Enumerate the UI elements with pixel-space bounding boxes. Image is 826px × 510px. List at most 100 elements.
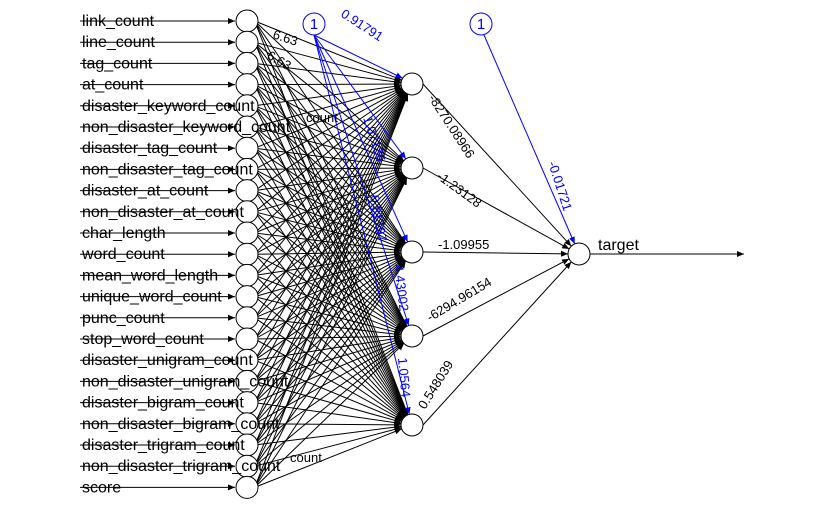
input-hidden-edge xyxy=(254,211,406,417)
bias-hidden-edge xyxy=(313,34,410,326)
output-weight-label: -1.09955 xyxy=(438,237,489,252)
input-hidden-edge xyxy=(254,176,407,403)
input-node xyxy=(235,475,259,499)
bias-hidden-edge xyxy=(313,34,411,415)
output-weight-label: -1.23128 xyxy=(434,168,484,210)
input-label: line_count xyxy=(82,34,156,51)
input-node xyxy=(235,51,259,75)
input-hidden-edge xyxy=(254,41,406,244)
input-node xyxy=(235,306,259,330)
input-hidden-edge xyxy=(254,84,405,245)
bias-hidden-edge xyxy=(313,34,407,160)
input-hidden-edge xyxy=(254,41,402,83)
input-hidden-edge xyxy=(254,20,408,327)
input-hidden-edge xyxy=(254,260,406,467)
bias-weight-label: 0.91791 xyxy=(338,6,386,44)
hidden-node xyxy=(400,240,424,264)
output-node xyxy=(567,242,591,266)
input-hidden-edge xyxy=(254,340,403,425)
input-node xyxy=(235,221,259,245)
hidden-output-edge xyxy=(422,167,570,250)
input-hidden-edge xyxy=(254,342,404,467)
hidden-node xyxy=(400,413,424,437)
bias-output-edge xyxy=(483,34,576,245)
hidden-output-edge xyxy=(422,261,572,426)
input-label: disaster_trigram_count xyxy=(82,437,245,454)
input-label: non_disaster_bigram_count xyxy=(82,416,280,433)
input-label: punc_count xyxy=(82,310,165,327)
input-hidden-edge xyxy=(254,174,404,297)
input-hidden-edge xyxy=(254,89,404,192)
input-hidden-edge xyxy=(254,176,406,361)
input-label: non_disaster_keyword_count xyxy=(82,119,291,136)
input-hidden-edge xyxy=(254,91,405,234)
input-hidden-edge xyxy=(254,190,405,330)
input-hidden-edge xyxy=(254,20,402,81)
hidden-node xyxy=(400,72,424,96)
input-weight-label: count xyxy=(290,450,322,465)
input-label: disaster_keyword_count xyxy=(82,98,255,115)
input-hidden-edge xyxy=(254,169,402,213)
output-label: target xyxy=(598,237,639,254)
input-label: stop_word_count xyxy=(82,331,204,348)
input-hidden-edge xyxy=(254,232,406,417)
input-hidden-edge xyxy=(254,92,407,319)
input-hidden-edge xyxy=(254,84,403,164)
input-hidden-edge xyxy=(254,93,408,446)
input-hidden-edge xyxy=(254,173,404,276)
input-hidden-edge xyxy=(254,428,402,488)
input-hidden-edge xyxy=(254,126,404,246)
bias-hidden-edge xyxy=(313,34,409,243)
input-hidden-edge xyxy=(254,335,402,361)
input-hidden-edge xyxy=(254,175,405,319)
input-node xyxy=(235,285,259,309)
input-hidden-edge xyxy=(254,41,408,327)
input-hidden-edge xyxy=(254,88,403,170)
input-hidden-edge xyxy=(254,62,403,163)
input-hidden-edge xyxy=(254,63,407,327)
input-hidden-edge xyxy=(254,339,402,404)
input-node xyxy=(235,9,259,33)
input-label: at_count xyxy=(82,77,144,94)
nodes-layer xyxy=(235,9,591,499)
hidden-output-edge xyxy=(422,250,569,257)
input-hidden-edge xyxy=(254,177,407,446)
hidden-node xyxy=(400,156,424,180)
input-hidden-edge xyxy=(254,93,409,467)
input-hidden-edge xyxy=(254,175,405,340)
input-label: link_count xyxy=(82,13,155,30)
bias-hidden-edge xyxy=(313,34,403,79)
input-hidden-edge xyxy=(254,211,404,330)
input-node xyxy=(235,179,259,203)
input-hidden-edge xyxy=(254,424,402,446)
input-node xyxy=(235,327,259,351)
input-label: disaster_at_count xyxy=(82,183,209,200)
input-label: char_length xyxy=(82,225,166,242)
bias-node-label: 1 xyxy=(310,16,318,33)
input-hidden-edge xyxy=(254,177,408,467)
input-hidden-edge xyxy=(254,92,407,340)
bias-weight-label: 1.0564 xyxy=(395,357,413,398)
input-hidden-edge xyxy=(254,341,404,446)
input-label: word_count xyxy=(81,246,165,263)
input-label: score xyxy=(82,479,121,496)
input-label: disaster_bigram_count xyxy=(82,395,244,412)
output-weight-label: -8270.08966 xyxy=(425,91,477,160)
hidden-output-edge xyxy=(422,258,570,337)
input-hidden-edge xyxy=(254,90,404,213)
input-hidden-edge xyxy=(254,87,402,149)
input-node xyxy=(235,242,259,266)
input-hidden-edge xyxy=(254,426,402,467)
input-label: mean_word_length xyxy=(82,267,218,284)
input-node xyxy=(235,263,259,287)
input-label: disaster_unigram_count xyxy=(82,352,253,369)
output-weight-label: 0.548039 xyxy=(415,358,456,412)
input-hidden-edge xyxy=(254,177,408,488)
input-hidden-edge xyxy=(254,258,404,382)
input-label: non_disaster_trigram_count xyxy=(82,458,281,475)
input-hidden-edge xyxy=(254,260,406,446)
input-hidden-edge xyxy=(254,171,402,234)
input-hidden-edge xyxy=(254,257,404,361)
input-hidden-edge xyxy=(254,93,409,488)
input-hidden-edge xyxy=(254,337,402,382)
